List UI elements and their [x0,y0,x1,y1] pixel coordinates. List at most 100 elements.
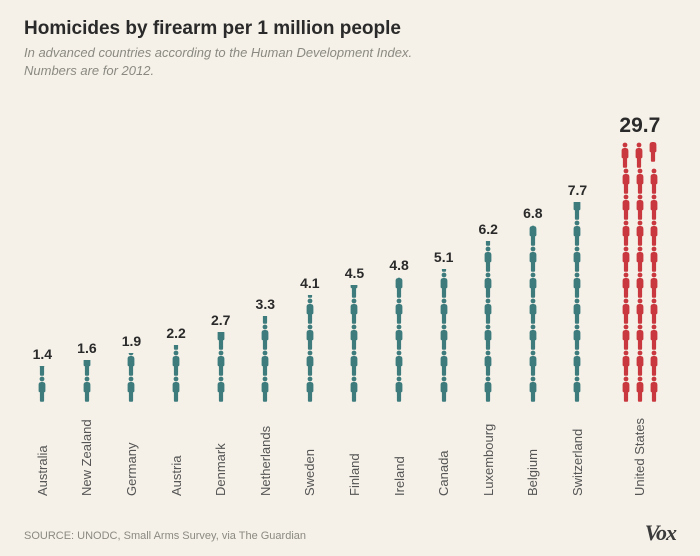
value-label: 1.4 [33,346,52,362]
person-icon [393,324,405,350]
source-credit: SOURCE: UNODC, Small Arms Survey, via Th… [24,530,306,542]
person-icon [215,350,227,376]
person-icon [170,350,182,376]
person-icon [633,142,645,168]
person-icon [571,350,583,376]
icon-stack [393,277,405,402]
country-label: Luxembourg [481,410,496,496]
person-icon [634,350,646,376]
country-column: 6.8 Belgium [511,32,556,496]
person-icon [648,324,660,350]
person-icon [482,298,494,324]
value-label: 29.7 [619,114,660,138]
country-column: 2.2 Austria [154,32,199,496]
person-icon [393,376,405,402]
person-icon [527,350,539,376]
person-icon [634,376,646,402]
icon-stack [482,241,494,402]
person-icon [571,298,583,324]
person-icon [648,220,660,246]
value-label: 7.7 [568,182,587,198]
person-icon [620,298,632,324]
person-icon [215,376,227,402]
icon-stack [36,366,48,402]
person-icon [170,376,182,402]
person-icon [304,324,316,350]
person-icon [304,376,316,402]
person-icon [648,298,660,324]
person-icon [620,324,632,350]
person-icon [259,376,271,402]
person-icon [36,366,48,376]
country-label: Sweden [302,410,317,496]
person-icon [634,168,646,194]
value-label: 1.9 [122,333,141,349]
person-icon [259,350,271,376]
person-icon [634,194,646,220]
person-icon [648,168,660,194]
vox-logo: Vox [645,520,676,546]
person-icon [620,194,632,220]
person-icon [438,272,450,298]
value-label: 4.5 [345,265,364,281]
person-icon [304,350,316,376]
person-icon [620,376,632,402]
person-icon [125,376,137,402]
person-icon [348,376,360,402]
country-column: 1.6 New Zealand [65,32,110,496]
person-icon [527,376,539,402]
country-column: 5.1 Canada [421,32,466,496]
person-icon [438,298,450,324]
person-icon [36,376,48,402]
icon-stack [348,285,360,402]
country-column: 4.5 Finland [332,32,377,496]
person-icon [393,277,405,298]
person-icon [620,246,632,272]
person-icon [571,246,583,272]
person-icon [571,272,583,298]
country-column: 4.8 Ireland [377,32,422,496]
icon-stack [125,353,137,402]
person-icon [648,246,660,272]
person-icon [527,298,539,324]
value-label: 6.8 [523,205,542,221]
country-column: 7.7 Switzerland [555,32,600,496]
person-icon [571,220,583,246]
person-icon [482,246,494,272]
person-icon [620,168,632,194]
country-column: 4.1 Sweden [288,32,333,496]
person-icon [620,350,632,376]
person-icon [648,194,660,220]
value-label: 4.8 [389,257,408,273]
person-icon [482,376,494,402]
icon-stack [81,360,93,402]
value-label: 4.1 [300,275,319,291]
country-label: United States [632,410,647,496]
person-icon [393,298,405,324]
person-icon [215,332,227,350]
icon-stack [215,332,227,402]
person-icon [634,246,646,272]
icon-stack [304,295,316,402]
icon-stack [170,345,182,402]
person-icon [527,246,539,272]
country-label: Denmark [213,410,228,496]
person-icon [527,324,539,350]
country-label: Belgium [525,410,540,496]
icon-stack [571,202,583,402]
value-label: 5.1 [434,249,453,265]
icon-stack [527,225,539,402]
person-icon [634,272,646,298]
person-icon [81,376,93,402]
person-icon [571,376,583,402]
person-icon [125,353,137,376]
country-label: New Zealand [79,410,94,496]
country-label: Germany [124,410,139,496]
value-label: 2.7 [211,312,230,328]
person-icon [648,376,660,402]
person-icon [527,272,539,298]
country-column: 29.7 [600,32,680,496]
country-label: Canada [436,410,451,496]
person-icon [438,324,450,350]
country-column: 2.7 Denmark [198,32,243,496]
